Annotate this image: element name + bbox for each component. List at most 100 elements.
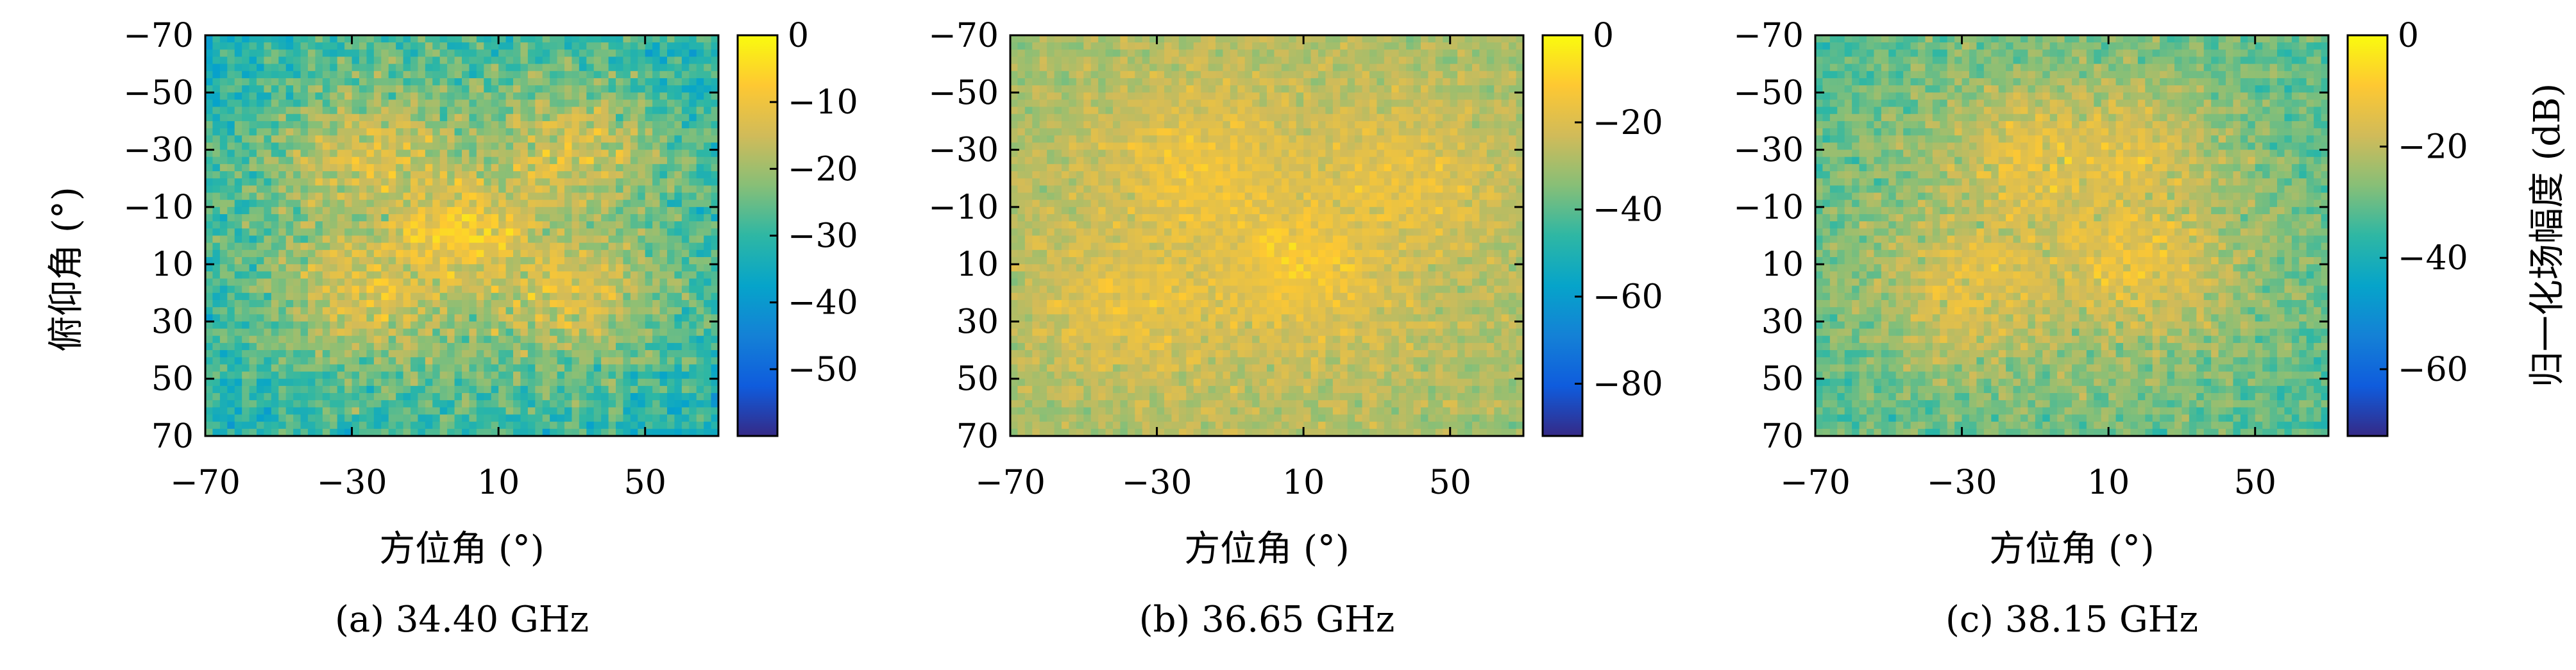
heatmap-cell [271, 278, 279, 287]
heatmap-cell [484, 142, 492, 151]
heatmap-cell [439, 106, 448, 115]
heatmap-cell [674, 199, 682, 208]
heatmap-cell [300, 407, 309, 415]
heatmap-cell [1120, 92, 1128, 101]
heatmap-cell [271, 228, 279, 237]
heatmap-cell [1494, 71, 1502, 79]
heatmap-cell [513, 99, 521, 108]
heatmap-cell [337, 364, 345, 373]
heatmap-cell [411, 357, 419, 365]
heatmap-cell [271, 121, 279, 129]
heatmap-cell [454, 299, 462, 308]
heatmap-cell [593, 235, 602, 244]
heatmap-cell [1296, 85, 1304, 93]
heatmap-cell [381, 49, 389, 58]
heatmap-cell [550, 371, 558, 380]
heatmap-cell [550, 106, 558, 115]
heatmap-cell [520, 156, 529, 165]
heatmap-cell [505, 106, 514, 115]
heatmap-cell [293, 264, 301, 272]
heatmap-cell [315, 185, 323, 194]
heatmap-cell [550, 335, 558, 344]
heatmap-cell [1062, 92, 1070, 101]
heatmap-cell [572, 35, 580, 43]
heatmap-cell [601, 71, 609, 79]
heatmap-cell [572, 206, 580, 215]
heatmap-cell [579, 357, 587, 365]
heatmap-cell [1069, 63, 1077, 72]
heatmap-cell [212, 85, 221, 93]
heatmap-cell [550, 393, 558, 401]
heatmap-cell [1377, 128, 1385, 136]
heatmap-cell [1406, 113, 1414, 122]
heatmap-cell [659, 393, 668, 401]
heatmap-cell [689, 113, 697, 122]
heatmap-cell [476, 149, 484, 158]
heatmap-cell [1047, 135, 1055, 144]
heatmap-cell [674, 192, 682, 201]
heatmap-cell [645, 256, 653, 265]
heatmap-cell [234, 85, 242, 93]
heatmap-cell [1223, 99, 1231, 108]
heatmap-cell [381, 249, 389, 258]
heatmap-cell [652, 214, 661, 222]
heatmap-cell [308, 357, 316, 365]
heatmap-cell [638, 307, 646, 315]
heatmap-cell [542, 156, 550, 165]
heatmap-cell [257, 421, 265, 430]
heatmap-cell [388, 378, 396, 387]
heatmap-cell [219, 371, 228, 380]
heatmap-cell [535, 271, 543, 280]
heatmap-cell [337, 206, 345, 215]
heatmap-cell [1149, 49, 1158, 58]
heatmap-cell [484, 350, 492, 358]
heatmap-cell [249, 321, 257, 330]
heatmap-cell [667, 49, 675, 58]
heatmap-cell [505, 128, 514, 136]
heatmap-cell [293, 128, 301, 136]
heatmap-cell [1421, 78, 1429, 86]
heatmap-cell [462, 221, 470, 229]
heatmap-cell [520, 63, 529, 72]
heatmap-cell [550, 285, 558, 294]
heatmap-cell [711, 35, 719, 43]
heatmap-cell [418, 78, 426, 86]
heatmap-cell [645, 192, 653, 201]
heatmap-cell [227, 171, 235, 179]
heatmap-cell [1230, 92, 1238, 101]
heatmap-cell [396, 421, 404, 430]
heatmap-cell [234, 199, 242, 208]
heatmap-cell [344, 171, 353, 179]
heatmap-cell [439, 385, 448, 394]
heatmap-cell [454, 156, 462, 165]
heatmap-cell [462, 235, 470, 244]
heatmap-cell [674, 156, 682, 165]
heatmap-cell [579, 421, 587, 430]
heatmap-cell [1244, 85, 1253, 93]
heatmap-cell [469, 163, 477, 172]
heatmap-cell [1244, 71, 1253, 79]
heatmap-cell [579, 364, 587, 373]
heatmap-cell [271, 342, 279, 351]
heatmap-cell [242, 228, 250, 237]
heatmap-cell [1296, 63, 1304, 72]
heatmap-cell [462, 414, 470, 423]
heatmap-cell [608, 264, 616, 272]
heatmap-cell [462, 85, 470, 93]
heatmap-cell [1135, 71, 1143, 79]
heatmap-cell [579, 99, 587, 108]
heatmap-cell [689, 242, 697, 251]
heatmap-cell [1149, 113, 1158, 122]
heatmap-cell [411, 206, 419, 215]
heatmap-cell [550, 421, 558, 430]
heatmap-cell [542, 221, 550, 229]
heatmap-cell [711, 221, 719, 229]
heatmap-cell [418, 407, 426, 415]
heatmap-cell [242, 314, 250, 322]
heatmap-cell [696, 113, 704, 122]
heatmap-cell [344, 242, 353, 251]
heatmap-cell [704, 221, 712, 229]
heatmap-cell [667, 371, 675, 380]
heatmap-cell [315, 271, 323, 280]
heatmap-cell [520, 400, 529, 408]
